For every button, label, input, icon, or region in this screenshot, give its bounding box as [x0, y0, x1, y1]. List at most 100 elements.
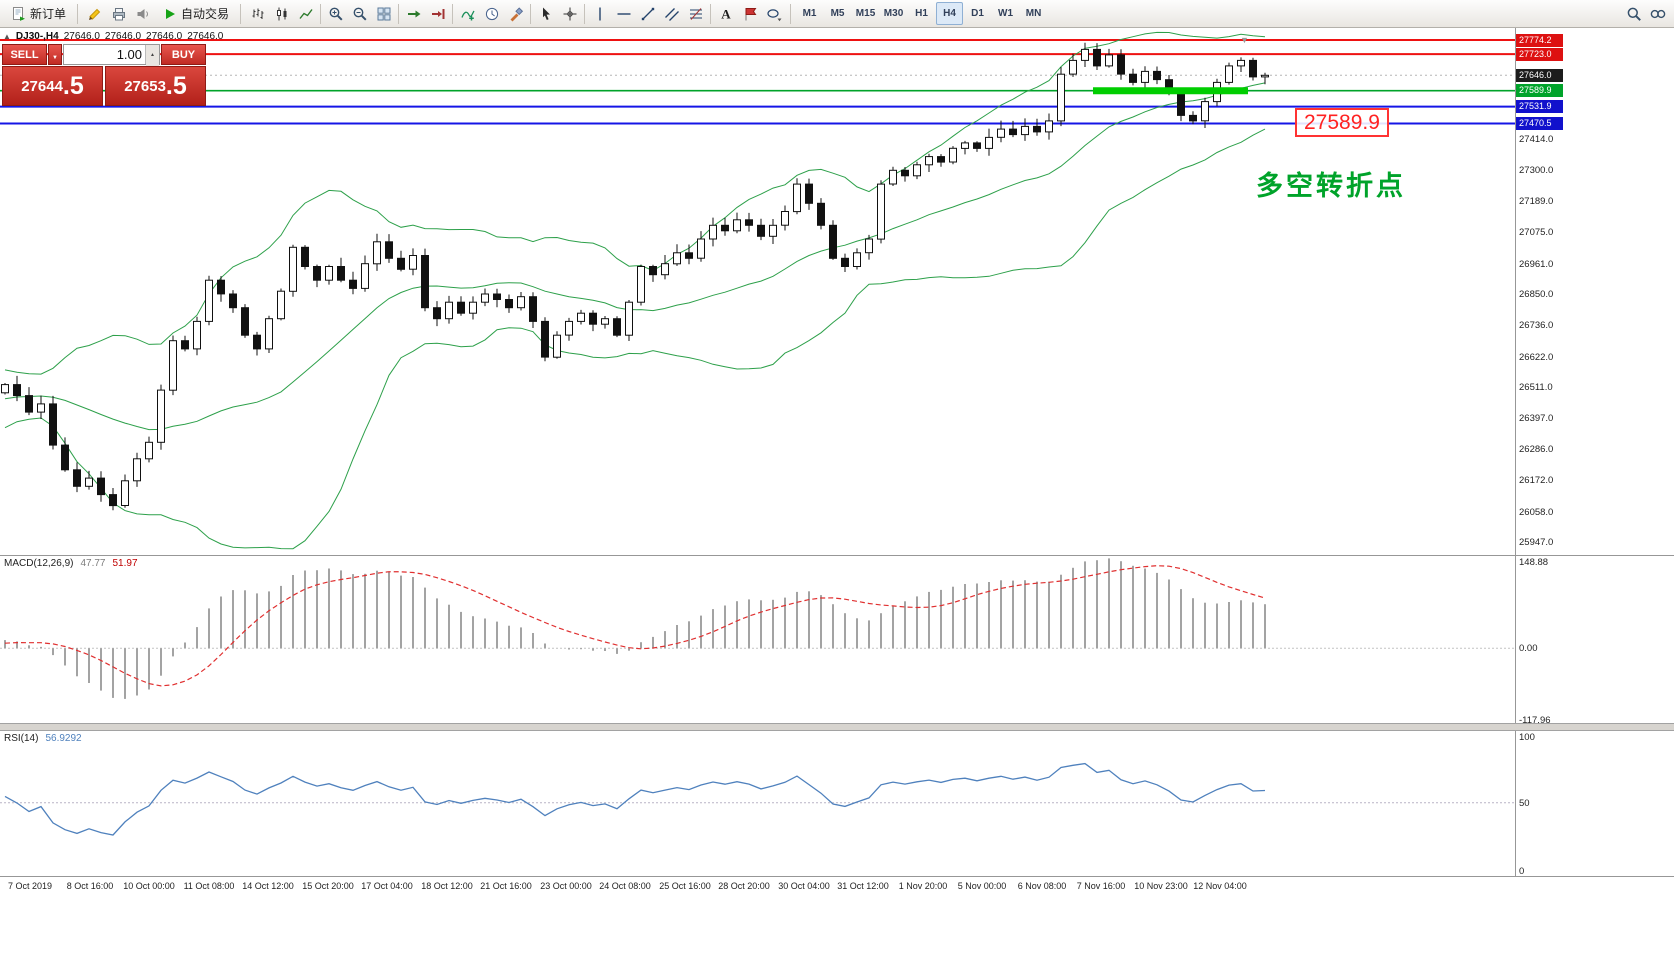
volume-input[interactable] — [64, 45, 145, 64]
horizontal-line-button[interactable] — [612, 2, 635, 25]
sell-price-button[interactable]: 27644.5 — [2, 66, 103, 106]
timeframe-d1-button[interactable]: D1 — [964, 2, 991, 25]
chart-close-value: 27646.0 — [187, 31, 224, 42]
time-axis-label: 21 Oct 16:00 — [480, 881, 532, 891]
periods-button[interactable] — [480, 2, 503, 25]
time-axis-label: 31 Oct 12:00 — [837, 881, 889, 891]
toolbar-separator — [790, 3, 792, 24]
trendline-button[interactable] — [636, 2, 659, 25]
buy-price-button[interactable]: 27653.5 — [105, 66, 206, 106]
fibonacci-button[interactable] — [684, 2, 707, 25]
auto-trading-button[interactable]: 自动交易 — [156, 2, 235, 25]
find-button[interactable] — [1646, 2, 1669, 25]
price-axis-label: 27300.0 — [1519, 165, 1554, 177]
price-axis-label: 26397.0 — [1519, 413, 1554, 425]
chart-high-value: 27646.0 — [104, 31, 142, 42]
shapes-button[interactable] — [762, 2, 785, 25]
auto-scroll-icon — [407, 10, 421, 17]
chart-shift-button[interactable] — [426, 2, 449, 25]
macd-panel: MACD(12,26,9) 47.77 51.97 148.88 0.00 -117… — [0, 555, 1674, 726]
print-button[interactable] — [107, 2, 130, 25]
rsi-plot-area[interactable]: RSI(14) 56.9292 — [0, 731, 1516, 876]
price-axis-label: 27189.0 — [1519, 195, 1554, 207]
rsi-canvas[interactable] — [0, 731, 1516, 876]
pivot-annotation-text[interactable]: 多空转折点 — [1256, 171, 1406, 201]
bar-chart-button[interactable] — [246, 2, 269, 25]
templates-button[interactable] — [504, 2, 527, 25]
bar-chart-icon — [252, 8, 264, 19]
toolbar-separator — [77, 3, 79, 24]
trendline-icon — [641, 7, 654, 20]
timeframe-m30-button[interactable]: M30 — [880, 2, 907, 25]
line-chart-button[interactable] — [294, 2, 317, 25]
time-axis-label: 30 Oct 04:00 — [778, 881, 830, 891]
toolbar-separator — [452, 3, 454, 24]
news-button[interactable] — [131, 2, 154, 25]
chart-plot-area[interactable]: DJ30-,H4 27646.0 27646.0 27646.0 27646.0… — [0, 28, 1516, 555]
price-axis-tag: 27470.5 — [1516, 117, 1563, 130]
metaeditor-button[interactable] — [83, 2, 106, 25]
channel-button[interactable] — [660, 2, 683, 25]
shapes-icon — [766, 8, 782, 21]
timeframe-h1-button[interactable]: H1 — [908, 2, 935, 25]
zoom-out-button[interactable] — [348, 2, 371, 25]
tile-windows-icon — [377, 7, 391, 20]
new-order-icon — [13, 6, 25, 21]
price-axis-tag: 27531.9 — [1516, 100, 1563, 114]
time-axis-label: 7 Nov 16:00 — [1076, 881, 1126, 891]
tile-windows-button[interactable] — [372, 2, 395, 25]
right-filler — [1565, 556, 1674, 723]
timeframe-m15-button[interactable]: M15 — [852, 2, 879, 25]
zoom-in-button[interactable] — [324, 2, 347, 25]
crosshair-button[interactable] — [558, 2, 581, 25]
time-axis-label: 11 Oct 08:00 — [183, 881, 235, 891]
timeframe-m1-button[interactable]: M1 — [796, 2, 823, 25]
sell-button[interactable]: SELL — [2, 44, 47, 65]
time-axis-label: 7 Oct 2019 — [7, 881, 53, 891]
rsi-axis[interactable]: 100 50 0 — [1516, 731, 1565, 877]
candlestick-button[interactable] — [270, 2, 293, 25]
time-axis-label: 10 Oct 00:00 — [123, 881, 175, 891]
timeframe-h4-button[interactable]: H4 — [936, 2, 964, 25]
pane-splitter[interactable] — [0, 723, 1674, 731]
rsi-axis-label: 50 — [1519, 797, 1530, 809]
svg-text:A: A — [721, 6, 731, 21]
timeframe-mn-button[interactable]: MN — [1020, 2, 1047, 25]
price-axis[interactable]: 27414.0 27300.0 27189.0 27075.0 26961.0 26850… — [1516, 28, 1565, 555]
price-axis-tag: 27774.2 — [1516, 33, 1563, 47]
cursor-button[interactable] — [534, 2, 557, 25]
news-icon — [137, 8, 148, 19]
price-annotation-box[interactable]: 27589.9 — [1295, 108, 1389, 137]
new-order-button[interactable]: 新订单 — [5, 2, 72, 25]
indicators-button[interactable] — [456, 2, 479, 25]
price-chart-canvas[interactable] — [0, 28, 1516, 555]
search-button[interactable] — [1622, 2, 1645, 25]
search-icon — [1627, 7, 1641, 21]
macd-axis[interactable]: 148.88 0.00 -117.96 — [1516, 556, 1565, 726]
macd-plot-area[interactable]: MACD(12,26,9) 47.77 51.97 — [0, 556, 1516, 723]
label-button[interactable] — [738, 2, 761, 25]
auto-scroll-button[interactable] — [402, 2, 425, 25]
one-click-collapse-toggle[interactable] — [3, 31, 11, 42]
text-icon: A — [721, 6, 731, 21]
buy-button[interactable]: BUY — [161, 44, 206, 65]
channel-icon — [664, 7, 679, 21]
chart-open-value: 27646.0 — [63, 31, 100, 42]
time-axis-label: 10 Nov 23:00 — [1134, 881, 1188, 891]
macd-axis-label: -117.96 — [1519, 714, 1551, 726]
volume-increase-button[interactable] — [146, 45, 159, 59]
timeframe-w1-button[interactable]: W1 — [992, 2, 1019, 25]
horizontal-line-icon — [617, 12, 631, 15]
text-button[interactable]: A — [714, 2, 737, 25]
price-axis-label: 26286.0 — [1519, 443, 1554, 455]
vertical-line-button[interactable] — [588, 2, 611, 25]
chart-shift-marker[interactable] — [1240, 30, 1249, 48]
indicators-icon — [460, 10, 475, 20]
sell-dropdown-button[interactable] — [48, 44, 62, 65]
time-axis[interactable]: 7 Oct 2019 8 Oct 16:00 10 Oct 00:00 11 Oct … — [0, 876, 1674, 896]
macd-canvas[interactable] — [0, 556, 1516, 723]
timeframe-m5-button[interactable]: M5 — [824, 2, 851, 25]
price-axis-label: 26961.0 — [1519, 258, 1554, 270]
vertical-line-icon — [598, 7, 601, 20]
